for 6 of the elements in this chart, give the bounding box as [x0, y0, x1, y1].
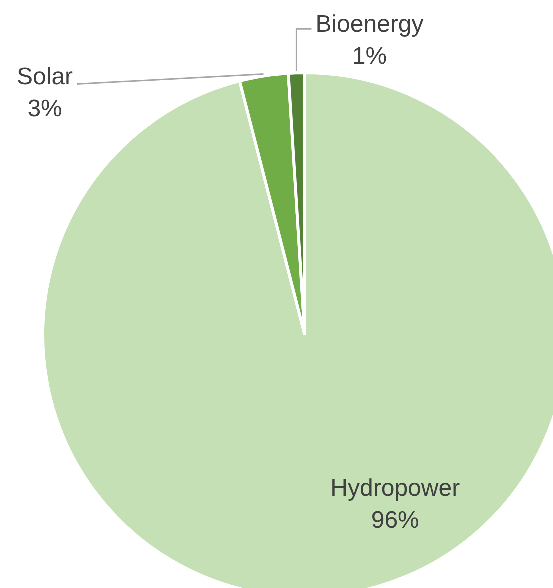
- slice-label: Bioenergy: [316, 11, 424, 38]
- data-label: 3%: [28, 95, 62, 122]
- data-label: 96%: [371, 506, 420, 534]
- slice-label: Hydropower: [330, 474, 460, 502]
- data-label: 1%: [352, 43, 388, 70]
- slice-label: Solar: [17, 63, 74, 90]
